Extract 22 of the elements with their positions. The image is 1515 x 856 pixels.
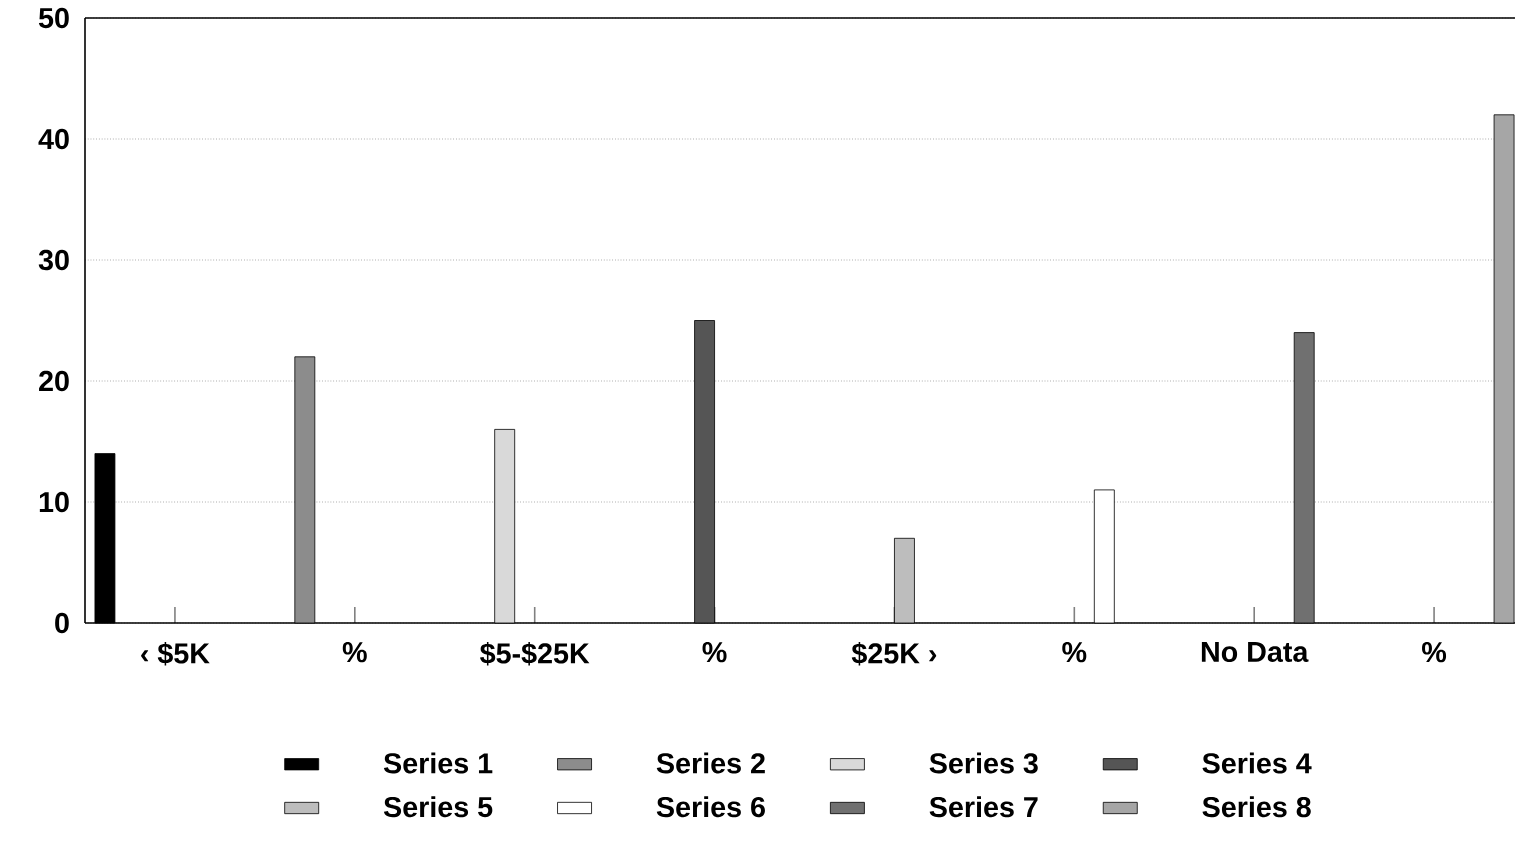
y-tick-label: 40 bbox=[38, 128, 69, 150]
y-tick-label: 10 bbox=[39, 491, 69, 513]
legend-label: Series 3 bbox=[929, 752, 1038, 774]
legend-label: Series 5 bbox=[383, 796, 493, 818]
y-tick-label: 50 bbox=[38, 7, 69, 29]
legend-label: Series 1 bbox=[383, 752, 493, 774]
y-tick-label: 20 bbox=[39, 370, 69, 392]
legend-label: Series 2 bbox=[656, 752, 765, 774]
legend-label: Series 7 bbox=[929, 796, 1038, 818]
x-tick-label: % bbox=[1422, 642, 1447, 663]
x-tick-label: % bbox=[702, 642, 727, 663]
x-tick-label: ‹ $5K bbox=[141, 642, 210, 666]
x-tick-label: No Data bbox=[1201, 642, 1309, 663]
y-tick-label: 30 bbox=[38, 249, 69, 271]
x-tick-label: % bbox=[1062, 642, 1087, 663]
x-tick-label: $5-$25K bbox=[480, 642, 590, 666]
legend-label: Series 8 bbox=[1202, 796, 1311, 818]
legend-label: Series 4 bbox=[1202, 752, 1312, 774]
y-tick-label: 0 bbox=[55, 612, 69, 634]
legend-label: Series 6 bbox=[656, 796, 765, 818]
x-tick-label: $25K › bbox=[851, 642, 937, 666]
x-tick-label: % bbox=[342, 642, 367, 663]
